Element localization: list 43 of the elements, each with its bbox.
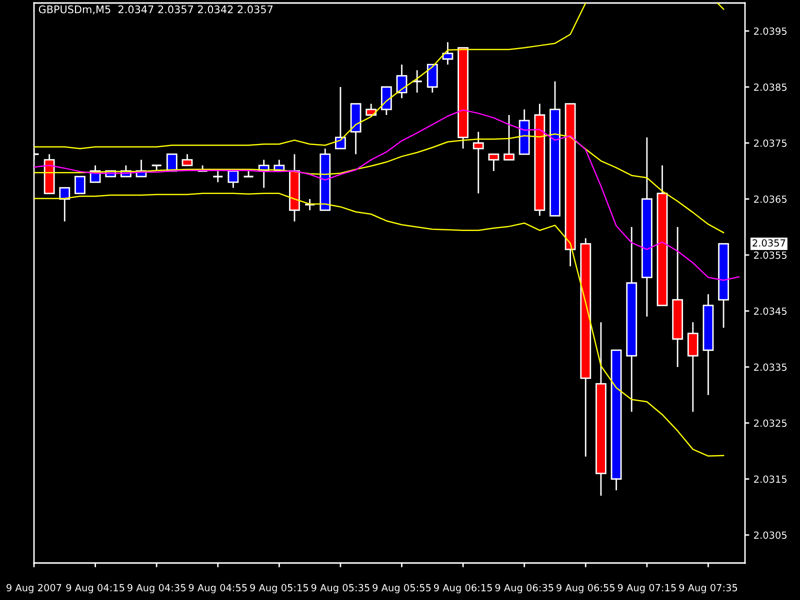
x-tick-label: 9 Aug 04:35 [128,584,186,594]
x-tick-label: 9 Aug 06:15 [434,584,492,594]
candlestick [687,322,698,412]
x-tick-label: 9 Aug 05:35 [311,584,370,594]
candlestick [366,103,377,116]
line-series [34,109,740,281]
y-tick-label: 2.0335 [754,363,787,371]
candlestick [426,64,438,94]
x-tick-label: 9 Aug 05:55 [372,584,431,594]
candlestick [304,198,316,211]
y-tick-label: 2.0305 [754,531,787,539]
y-tick-label: 2.0365 [754,195,787,203]
x-tick-label: 9 Aug 2007 [6,584,62,594]
x-tick-label: 9 Aug 07:35 [679,584,738,594]
candlestick [411,70,423,94]
candlestick [442,42,454,66]
candlestick [488,154,500,172]
x-tick-label: 9 Aug 05:15 [250,584,308,594]
y-tick-label: 2.0325 [754,419,787,427]
candlestick [59,187,70,222]
candlestick [212,170,224,183]
candlestick [380,86,392,116]
x-tick-label: 9 Aug 07:15 [618,584,676,594]
y-tick-label: 2.0345 [754,307,787,315]
x-tick-label: 9 Aug 04:55 [188,584,247,594]
candlestick [228,170,239,188]
candlestick [182,154,193,166]
candlestick [472,131,484,194]
y-tick-label: 2.0355 [754,251,787,259]
y-tick-label: 2.0315 [754,475,787,483]
candlestick [396,64,408,99]
chart-title: GBPUSDm,M5 2.0347 2.0357 2.0342 2.0357 [38,5,273,14]
candlestick [335,86,346,150]
line-series [34,133,724,234]
x-tick-label: 9 Aug 06:55 [556,584,614,594]
x-tick-label: 9 Aug 04:15 [66,584,124,594]
x-tick-label: 9 Aug 06:35 [495,584,554,594]
text: 2.0357 [752,239,786,247]
candlestick [74,176,86,194]
y-tick-label: 2.0385 [754,83,787,91]
candlestick [504,114,514,160]
y-tick-label: 2.0375 [754,139,787,147]
y-tick-label: 2.0395 [754,27,787,35]
